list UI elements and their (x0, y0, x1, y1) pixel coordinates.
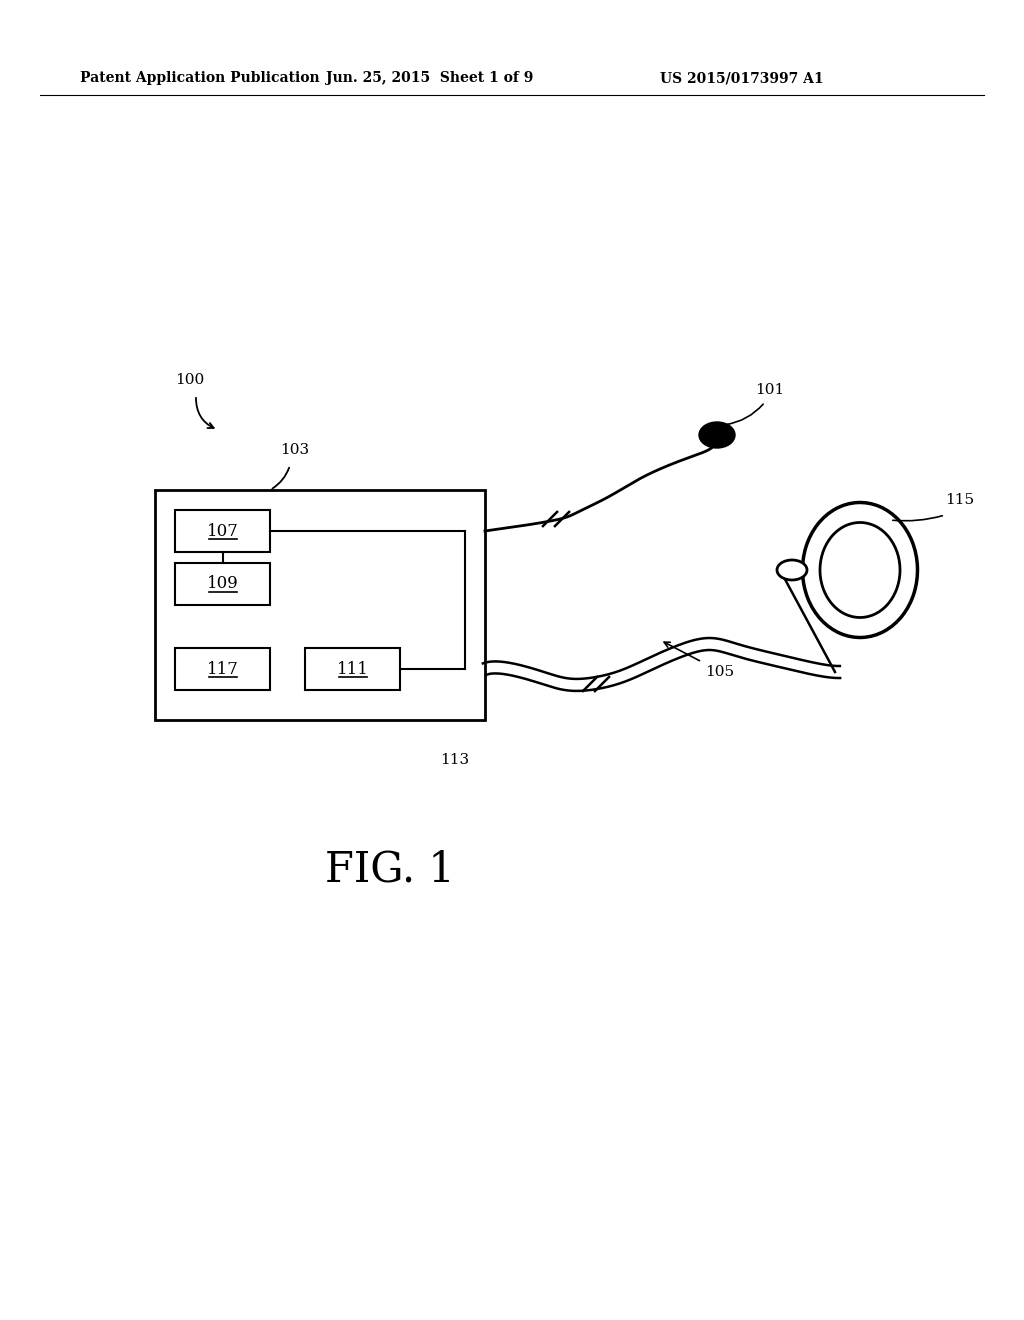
Bar (155, 490, 485, 719)
Text: FIG. 1: FIG. 1 (326, 849, 455, 891)
Text: 117: 117 (207, 660, 239, 677)
Text: Jun. 25, 2015  Sheet 1 of 9: Jun. 25, 2015 Sheet 1 of 9 (327, 71, 534, 84)
Text: 101: 101 (756, 383, 784, 397)
Text: 100: 100 (175, 374, 205, 387)
Ellipse shape (777, 560, 807, 579)
Text: US 2015/0173997 A1: US 2015/0173997 A1 (660, 71, 823, 84)
Bar (175, 564, 270, 605)
Text: 103: 103 (281, 444, 309, 457)
Ellipse shape (699, 422, 735, 447)
Bar (305, 648, 400, 690)
Bar (175, 510, 270, 552)
Text: 105: 105 (706, 665, 734, 678)
Text: 111: 111 (337, 660, 369, 677)
Text: 115: 115 (945, 492, 975, 507)
Bar (175, 648, 270, 690)
FancyArrowPatch shape (665, 642, 699, 661)
FancyArrowPatch shape (726, 404, 763, 425)
FancyArrowPatch shape (196, 397, 214, 428)
Text: 107: 107 (207, 523, 239, 540)
Text: 109: 109 (207, 576, 239, 593)
FancyArrowPatch shape (893, 516, 942, 521)
Text: 113: 113 (440, 752, 470, 767)
FancyArrowPatch shape (272, 467, 289, 488)
Text: Patent Application Publication: Patent Application Publication (80, 71, 319, 84)
